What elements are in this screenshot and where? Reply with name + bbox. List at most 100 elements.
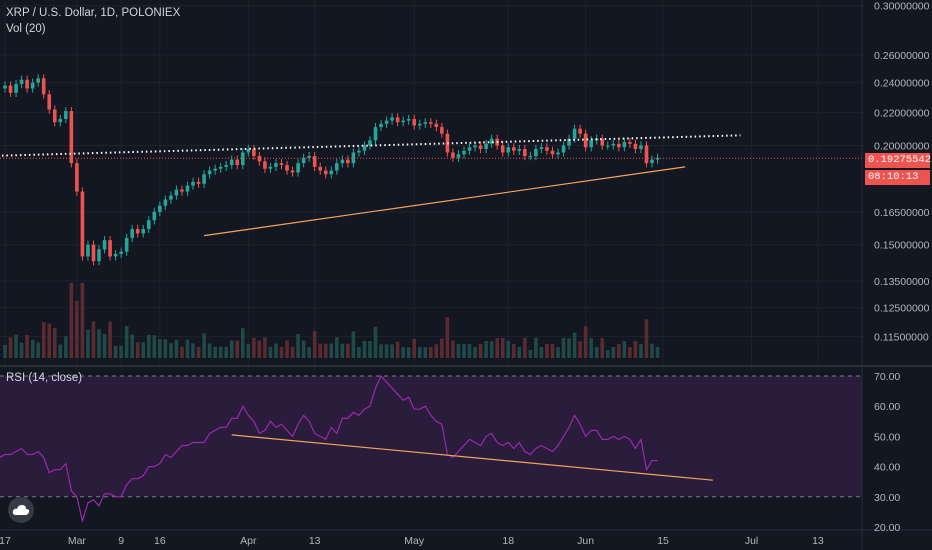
candle [379, 123, 383, 128]
volume-bar [556, 346, 560, 358]
candle [329, 170, 334, 175]
candle [429, 122, 433, 124]
volume-bar [406, 347, 411, 358]
time-tick-label: Mar [68, 535, 87, 547]
volume-bar [135, 342, 140, 358]
price-tick-label: 0.26000000 [874, 50, 930, 62]
volume-bar [235, 340, 240, 358]
volume-bar [484, 340, 488, 358]
price-axis[interactable]: 0.30000000 0.26000000 0.24000000 0.22000000… [874, 1, 930, 344]
volume-bar [58, 344, 63, 358]
candle [390, 117, 394, 121]
volume-bar [119, 345, 123, 358]
candle [578, 128, 582, 134]
rsi-tick-label: 60.00 [874, 401, 900, 413]
price-tick-label: 0.12500000 [874, 303, 930, 315]
candle [268, 166, 273, 169]
volume-bar [279, 346, 284, 358]
candle [346, 159, 350, 164]
volume-bar [307, 346, 311, 358]
candle [467, 147, 472, 151]
time-tick-label: May [404, 535, 425, 547]
volume-bar [329, 343, 334, 358]
candle [52, 109, 57, 123]
candle [539, 147, 544, 149]
volume-bar [545, 343, 549, 358]
volume-bar [41, 322, 46, 358]
candle [224, 165, 228, 167]
candle [473, 145, 477, 148]
volume-bar [523, 337, 527, 358]
candle [213, 168, 217, 171]
candle [257, 156, 262, 162]
volume-bar [412, 338, 417, 358]
candle [605, 145, 610, 147]
candle [75, 163, 79, 192]
candle [64, 111, 68, 119]
volume-bar [196, 346, 201, 358]
rsi-tick-label: 50.00 [874, 431, 900, 443]
volume-bar [429, 347, 433, 358]
price-tick-label: 0.20000000 [874, 141, 930, 153]
volume-bar [373, 326, 378, 358]
candle [202, 174, 206, 184]
volume-bar [434, 344, 439, 358]
candle [357, 150, 361, 153]
volume-bar [69, 283, 74, 358]
candle [135, 228, 140, 234]
tradingview-cloud-icon[interactable] [8, 497, 34, 523]
candle [174, 189, 179, 196]
candle [279, 163, 284, 166]
volume-bar [174, 339, 179, 358]
candle [8, 85, 13, 93]
candle [583, 133, 588, 148]
volume-bar [25, 334, 29, 358]
volume-bar [207, 343, 212, 358]
candle [323, 170, 328, 175]
volume-bar [312, 331, 317, 358]
volume-bar [246, 343, 251, 358]
candle [395, 117, 400, 123]
volume-bar [578, 341, 582, 358]
candle [312, 156, 317, 167]
volume-bar [506, 340, 511, 358]
trendline-support [203, 166, 686, 237]
candle [80, 191, 85, 257]
volume-bar [163, 339, 168, 358]
candle [146, 220, 151, 229]
candle [185, 185, 190, 192]
rsi-axis[interactable]: 70.00 60.00 50.00 40.00 30.00 20.00 [874, 371, 900, 534]
volume-bar [517, 346, 522, 358]
rsi-band [0, 376, 862, 497]
candle [335, 163, 339, 171]
candle [252, 148, 256, 157]
candle [417, 123, 422, 126]
volume-bar [80, 283, 85, 358]
volume-bar [318, 343, 323, 358]
candle [218, 166, 223, 169]
price-tick-label: 0.11500000 [874, 331, 929, 343]
volume-bar [478, 343, 483, 358]
volume-bars [3, 283, 660, 358]
candle [401, 120, 405, 123]
volume-bar [495, 338, 499, 358]
candle [456, 154, 461, 158]
volume-bar [257, 340, 262, 358]
candle [484, 143, 488, 149]
volume-bar [539, 346, 544, 358]
volume-bar [36, 342, 40, 358]
price-tick-label: 0.22000000 [874, 108, 930, 120]
time-axis[interactable]: 17 Mar 9 16 Apr 13 May 18 Jun 15 Jul 13 [0, 535, 824, 547]
volume-bar [14, 334, 18, 358]
price-tick-label: 0.16500000 [874, 207, 930, 219]
volume-bar [152, 335, 157, 358]
volume-bar [395, 341, 400, 358]
candle [633, 143, 638, 149]
candle [246, 148, 251, 153]
candle [600, 138, 605, 146]
volume-bar [75, 300, 79, 358]
volume-bar [650, 343, 654, 358]
candle [434, 123, 439, 128]
volume-bar [500, 337, 505, 358]
